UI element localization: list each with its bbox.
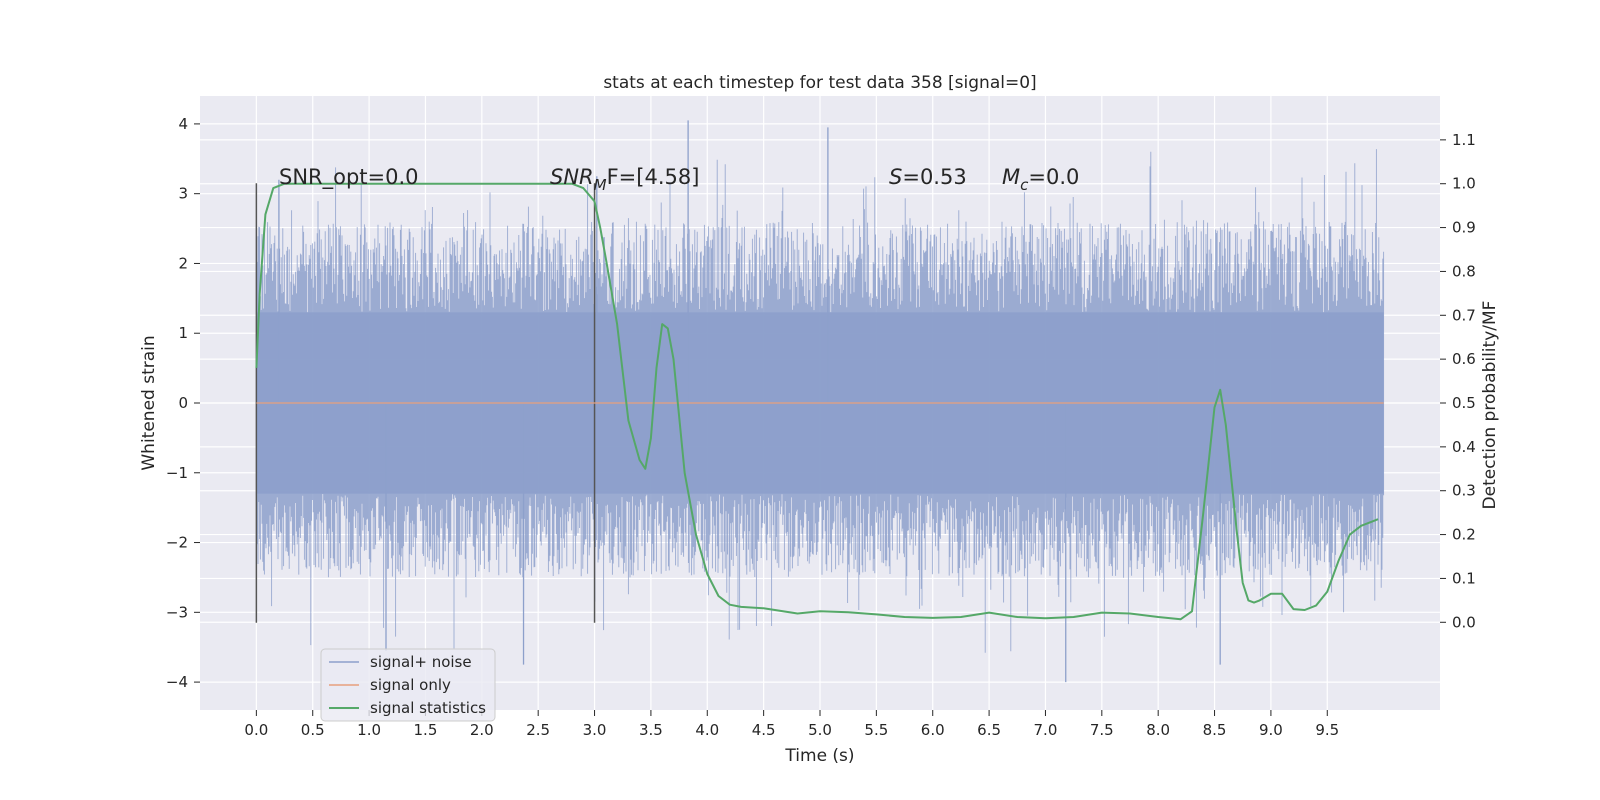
mc-base: M bbox=[1002, 165, 1020, 189]
y-right-tick-label-8: 0.8 bbox=[1452, 262, 1476, 280]
x-tick-label-9: 4.5 bbox=[752, 721, 776, 739]
x-tick-label-4: 2.0 bbox=[470, 721, 494, 739]
x-tick-label-12: 6.0 bbox=[921, 721, 945, 739]
stats-line bbox=[255, 182, 1379, 621]
y-right-tick-label-1: 0.1 bbox=[1452, 569, 1476, 587]
x-tick-label-6: 3.0 bbox=[583, 721, 607, 739]
y-left-tick-label-0: −4 bbox=[166, 673, 188, 691]
mc-sub: c bbox=[1020, 176, 1029, 194]
x-tick-label-5: 2.5 bbox=[526, 721, 550, 739]
s-base: S bbox=[889, 165, 902, 189]
y-left-tick-label-2: −2 bbox=[166, 534, 188, 552]
y-right-tick-label-10: 1.0 bbox=[1452, 175, 1476, 193]
chart-title: stats at each timestep for test data 358… bbox=[603, 73, 1036, 93]
y-left-tick-label-8: 4 bbox=[178, 115, 188, 133]
y-axis-label-right: Detection probability/MF bbox=[1480, 301, 1500, 510]
y-right-tick-label-7: 0.7 bbox=[1452, 306, 1476, 324]
x-tick-label-2: 1.0 bbox=[357, 721, 381, 739]
x-tick-label-18: 9.0 bbox=[1259, 721, 1283, 739]
x-tick-label-13: 6.5 bbox=[977, 721, 1001, 739]
legend-label-signal: signal only bbox=[370, 676, 451, 694]
y-left-tick-label-5: 1 bbox=[178, 324, 188, 342]
x-tick-label-16: 8.0 bbox=[1146, 721, 1170, 739]
x-tick-label-19: 9.5 bbox=[1315, 721, 1339, 739]
y-left-tick-label-1: −3 bbox=[166, 603, 188, 621]
y-right-tick-label-3: 0.3 bbox=[1452, 482, 1476, 500]
mc-rest: =0.0 bbox=[1028, 165, 1079, 189]
annotation-s: S=0.53 bbox=[889, 165, 967, 189]
annotation-snr-mf: SNRMF=[4.58] bbox=[550, 165, 699, 194]
x-tick-label-3: 1.5 bbox=[414, 721, 438, 739]
stats-series bbox=[255, 182, 1379, 621]
y-right-tick-label-6: 0.6 bbox=[1452, 350, 1476, 368]
y-ticks-left: −4 −3 −2 −1 0 1 2 3 4 bbox=[166, 115, 200, 691]
y-right-tick-label-9: 0.9 bbox=[1452, 219, 1476, 237]
snr-mf-sub: M bbox=[594, 176, 607, 194]
x-tick-label-0: 0.0 bbox=[244, 721, 268, 739]
snr-mf-base: SNR bbox=[550, 165, 594, 189]
y-right-tick-label-11: 1.1 bbox=[1452, 131, 1476, 149]
x-tick-label-17: 8.5 bbox=[1203, 721, 1227, 739]
y-axis-label-left: Whitened strain bbox=[139, 335, 159, 470]
x-tick-label-14: 7.0 bbox=[1034, 721, 1058, 739]
x-tick-label-8: 4.0 bbox=[695, 721, 719, 739]
annotation-snr-opt: SNR_opt=0.0 bbox=[279, 165, 419, 190]
x-tick-label-10: 5.0 bbox=[808, 721, 832, 739]
y-left-tick-label-3: −1 bbox=[166, 464, 188, 482]
x-tick-label-7: 3.5 bbox=[639, 721, 663, 739]
s-rest: =0.53 bbox=[902, 165, 966, 189]
x-tick-label-1: 0.5 bbox=[301, 721, 325, 739]
y-left-tick-label-4: 0 bbox=[178, 394, 188, 412]
annotation-mc: Mc=0.0 bbox=[1002, 165, 1079, 194]
legend-label-noise: signal+ noise bbox=[370, 653, 472, 671]
y-right-tick-label-4: 0.4 bbox=[1452, 438, 1476, 456]
y-ticks-right: 0.0 0.1 0.2 0.3 0.4 0.5 0.6 0.7 0.8 0.9 1.0 1.1 bbox=[1440, 131, 1476, 631]
legend: signal+ noise signal only signal statist… bbox=[320, 648, 496, 722]
y-right-tick-label-0: 0.0 bbox=[1452, 613, 1476, 631]
y-right-tick-label-5: 0.5 bbox=[1452, 394, 1476, 412]
y-left-tick-label-6: 2 bbox=[178, 254, 188, 272]
y-left-tick-label-7: 3 bbox=[178, 185, 188, 203]
x-tick-label-15: 7.5 bbox=[1090, 721, 1114, 739]
x-axis-label: Time (s) bbox=[784, 746, 854, 766]
legend-label-stats: signal statistics bbox=[370, 699, 486, 717]
y-right-tick-label-2: 0.2 bbox=[1452, 526, 1476, 544]
x-ticks: 0.0 0.5 1.0 1.5 2.0 2.5 3.0 3.5 4.0 4.5 5.0 5.5 6.0 6… bbox=[244, 710, 1339, 739]
legend-box bbox=[320, 648, 496, 722]
snr-mf-rest: F=[4.58] bbox=[607, 165, 700, 189]
x-tick-label-11: 5.5 bbox=[864, 721, 888, 739]
